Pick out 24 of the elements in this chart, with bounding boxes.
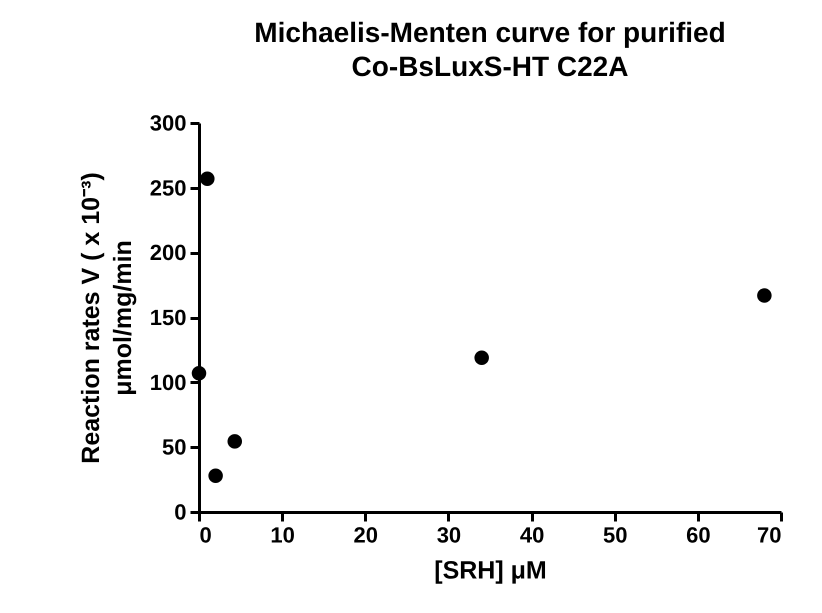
x-tick-label: 10 <box>270 522 295 548</box>
y-tick-label: 0 <box>174 500 186 524</box>
x-tick-label: 50 <box>602 522 628 548</box>
point <box>192 366 206 380</box>
chart-title: Michaelis-Menten curve for purified Co-BsLuxS-HT C22A <box>254 17 726 82</box>
x-tick-label: 70 <box>757 522 782 548</box>
point <box>200 172 215 186</box>
x-tick-label: 30 <box>436 522 462 548</box>
y-axis-title: Reaction rates V ( x 10⁻³) μmol/mg/min <box>76 172 137 464</box>
point <box>757 288 772 303</box>
y-tick-label: 100 <box>150 370 186 395</box>
x-tick-label: 0 <box>200 522 212 548</box>
point <box>474 350 489 365</box>
y-tick-label: 150 <box>150 305 186 330</box>
x-tick-label: 60 <box>686 522 711 548</box>
x-tick-label: 20 <box>354 522 378 548</box>
point <box>208 468 223 483</box>
y-tick-label: 50 <box>162 434 186 460</box>
y-tick-label: 250 <box>150 175 186 200</box>
point <box>228 434 242 449</box>
y-tick-label: 200 <box>150 240 186 266</box>
y-tick-label: 300 <box>150 110 186 136</box>
x-tick-label: 40 <box>520 522 544 548</box>
x-axis-title: [SRH] μM <box>434 556 547 584</box>
